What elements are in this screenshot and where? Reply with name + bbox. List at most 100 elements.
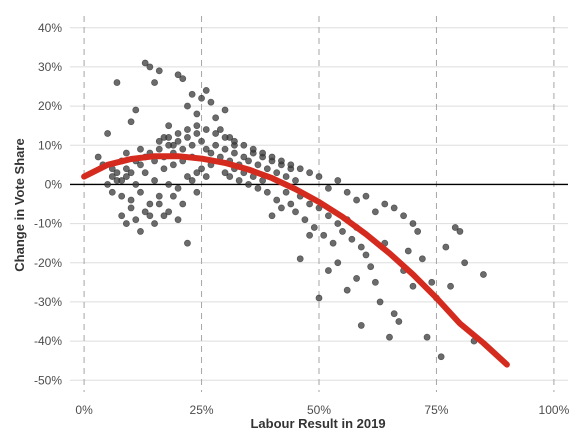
data-point [296,165,304,173]
data-point [193,130,201,137]
data-point [442,243,450,251]
data-point [447,282,454,290]
data-point [193,122,201,130]
data-point [273,169,281,177]
data-point [456,228,464,235]
data-point [287,161,295,169]
data-point [122,165,130,173]
data-point [137,188,144,196]
data-point [179,75,187,83]
data-point [371,208,379,216]
data-point [292,177,299,184]
y-tick-label: -20% [34,256,62,270]
data-point [381,200,389,208]
data-point [226,173,234,180]
data-point [137,161,144,169]
data-point [362,251,370,259]
data-point [334,177,342,184]
data-point [315,294,323,302]
data-point [113,79,121,86]
data-point [122,173,130,180]
data-point [390,204,398,212]
data-point [348,235,356,243]
data-point [179,200,187,208]
x-tick-label: 0% [75,403,93,417]
data-point [437,353,445,361]
data-point [221,145,229,153]
data-point [282,173,290,180]
data-point [155,67,163,75]
data-point [231,149,238,157]
data-point [282,188,290,196]
data-point [113,169,121,177]
data-point [306,231,314,239]
data-point [334,220,342,227]
data-point [409,220,417,227]
data-point [334,259,342,267]
data-point [155,200,163,208]
data-point [141,169,149,177]
x-axis-title: Labour Result in 2019 [250,416,385,431]
data-point [329,239,337,247]
data-point [141,208,149,216]
data-point [259,149,267,157]
data-point [451,224,459,231]
data-point [137,228,144,235]
data-point [146,212,154,220]
data-point [198,94,205,102]
data-point [108,173,116,180]
x-tick-label: 50% [307,403,331,417]
data-point [428,278,436,286]
data-point [367,263,375,271]
data-point [287,200,295,208]
y-tick-labels: -50% -40% -30% -20% -10% 0% 10% 20% 30% 40% [34,21,62,388]
data-point [179,145,187,153]
x-tick-label: 25% [190,403,214,417]
data-point [202,145,210,153]
data-point [324,212,332,220]
data-point [169,192,177,200]
data-point [165,122,173,130]
data-point [395,318,403,325]
data-point [376,298,384,306]
data-point [231,137,238,145]
data-point [386,333,393,341]
y-tick-label: 10% [38,138,62,152]
data-point [104,181,111,188]
data-point [151,79,158,86]
data-point [132,181,140,188]
data-point [315,173,323,180]
data-point [418,255,426,263]
data-point [400,212,407,220]
data-point [212,130,220,137]
data-point [339,228,346,235]
data-point [108,188,116,196]
data-point [141,59,149,67]
y-tick-label: 20% [38,99,62,113]
data-point [193,169,201,177]
data-point [146,200,154,208]
data-point [165,181,173,188]
data-point [221,106,229,114]
data-point [165,134,173,141]
data-point [122,149,130,157]
data-point [184,134,191,141]
data-point [160,165,168,173]
data-point [357,243,365,251]
data-point [292,208,299,216]
data-point [273,196,281,204]
data-point [235,177,243,184]
data-point [127,118,135,126]
fit-curve [81,153,510,368]
data-point [127,196,135,204]
data-point [268,212,276,220]
data-point [320,231,328,239]
data-point [193,188,201,196]
data-point [118,192,126,200]
data-point [254,161,262,169]
data-point [174,184,182,192]
data-point [263,165,271,173]
data-point [268,153,276,161]
data-point [202,87,210,94]
